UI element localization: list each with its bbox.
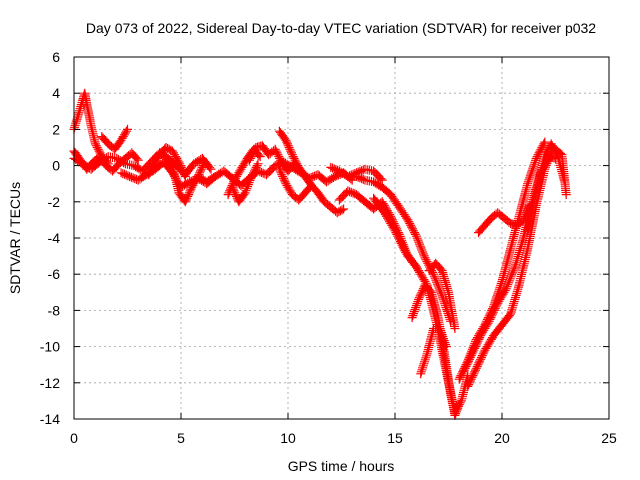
series-marker-path	[326, 162, 387, 185]
chart-title: Day 073 of 2022, Sidereal Day-to-day VTE…	[86, 20, 596, 36]
series-track-25	[523, 139, 569, 236]
series-track-2	[97, 124, 132, 154]
y-tick-label: -4	[48, 230, 61, 246]
y-tick-label: -2	[48, 194, 61, 210]
series-track-11	[245, 141, 299, 176]
series-marker-path	[144, 143, 190, 181]
series-marker-path	[416, 324, 451, 379]
series-track-6	[144, 143, 190, 181]
y-axis-tick-labels: 6 4 2 0 -2 -4 -6 -8 -10 -12 -14	[40, 49, 60, 427]
series-marker-path	[161, 152, 209, 207]
series-track-24	[474, 200, 535, 238]
x-axis-tick-labels: 0 5 10 15 20 25	[70, 430, 617, 446]
y-tick-label: 2	[52, 121, 60, 137]
x-tick-label: 25	[601, 430, 617, 446]
y-tick-label: -6	[48, 266, 61, 282]
y-tick-label: 0	[52, 158, 60, 174]
series-track-16	[352, 172, 456, 326]
series-track-8	[193, 157, 357, 190]
series-marker-path	[424, 258, 460, 333]
series-track-20	[424, 258, 460, 333]
series-marker-path	[523, 139, 569, 236]
series-marker-path	[474, 200, 535, 238]
y-tick-label: -8	[48, 302, 61, 318]
data-points	[69, 88, 571, 420]
series-marker-path	[193, 157, 357, 190]
y-tick-label: 6	[52, 49, 60, 65]
series-marker-path	[274, 126, 316, 190]
series-marker-path	[97, 124, 132, 154]
y-axis-label: SDTVAR / TECUs	[7, 182, 23, 294]
series-marker-path	[352, 172, 456, 326]
series-marker-path	[227, 159, 263, 207]
x-tick-label: 15	[387, 430, 403, 446]
series-marker-path	[245, 141, 299, 176]
series-track-19	[416, 324, 451, 379]
series-track-12	[274, 126, 316, 190]
x-axis-label: GPS time / hours	[288, 458, 395, 474]
series-track-14	[326, 162, 387, 185]
x-tick-label: 20	[494, 430, 510, 446]
series-track-7	[161, 152, 209, 207]
axis-ticks	[73, 56, 610, 420]
y-tick-label: -12	[40, 375, 60, 391]
x-tick-label: 0	[70, 430, 78, 446]
y-tick-label: -14	[40, 411, 60, 427]
y-tick-label: 4	[52, 85, 60, 101]
series-marker-path	[274, 164, 349, 218]
series-track-13	[274, 164, 349, 218]
x-tick-label: 10	[280, 430, 296, 446]
series-track-10	[227, 159, 263, 207]
x-tick-label: 5	[177, 430, 185, 446]
y-tick-label: -10	[40, 339, 60, 355]
